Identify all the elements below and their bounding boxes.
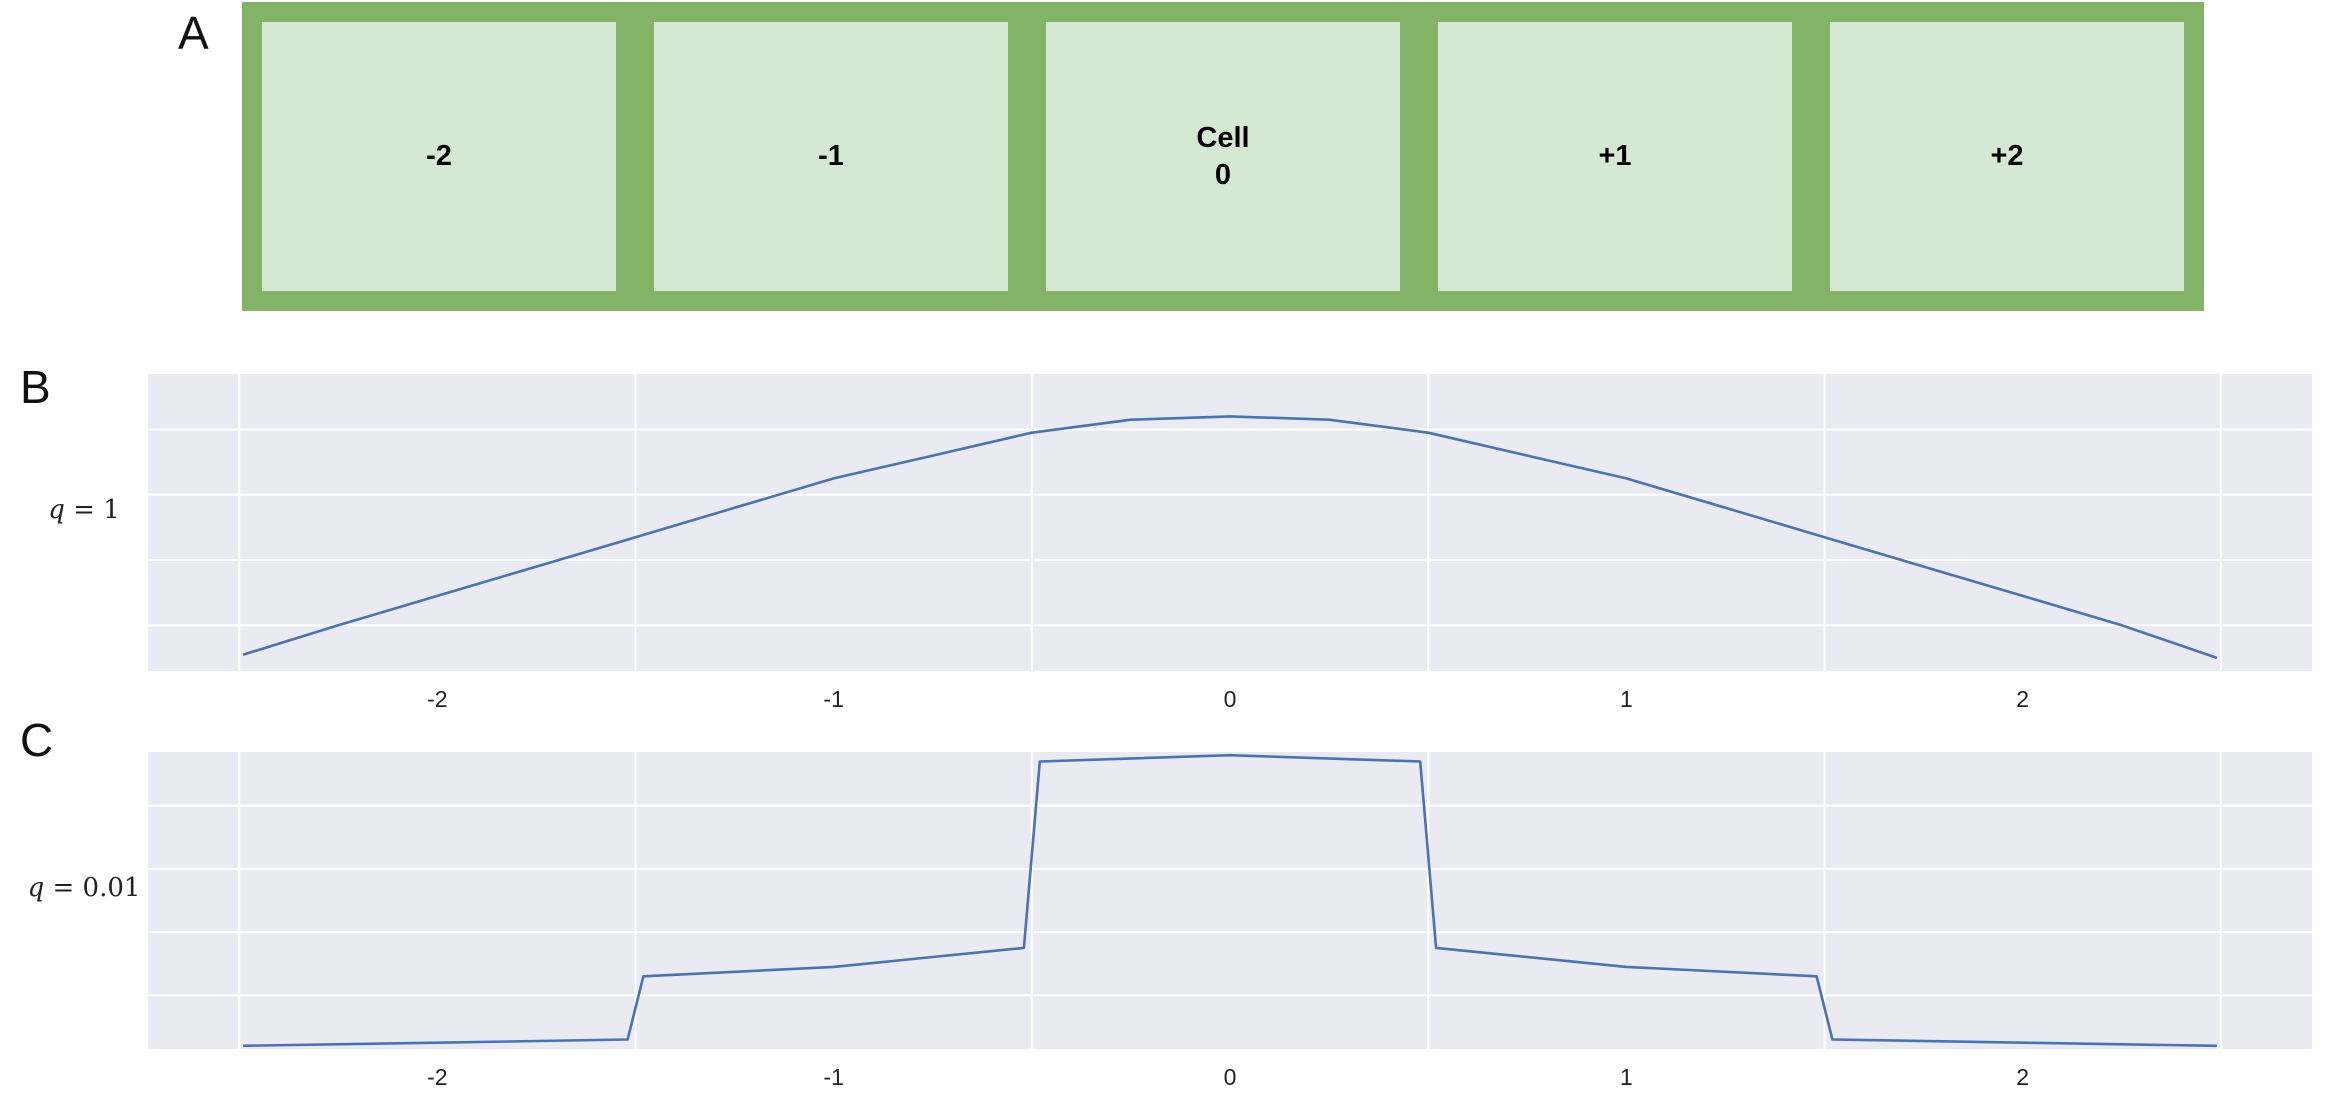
x-tick-label: 0: [1224, 686, 1237, 712]
cell-minus-1: -1: [634, 2, 1028, 311]
row-label-var: q: [48, 495, 65, 525]
row-label: q = 1: [48, 495, 120, 525]
x-tick-label: 1: [1620, 1064, 1633, 1090]
cell-strip: -2 -1 Cell 0 +1 +2: [242, 2, 2204, 311]
panel-letter-a: A: [178, 7, 209, 59]
row-label-value: = 0.01: [44, 873, 140, 903]
cell-label: -2: [426, 140, 452, 172]
plot-area: [148, 752, 2312, 1049]
panel-letter-c: C: [20, 714, 54, 766]
cell-0: Cell 0: [1026, 2, 1420, 311]
row-label-var: q: [28, 873, 45, 903]
x-tick-label: -1: [823, 1064, 843, 1090]
chart-b: -2 -1 0 1 2 q = 1: [48, 374, 2312, 712]
cell-plus-1: +1: [1418, 2, 1812, 311]
x-tick-label: 0: [1224, 1064, 1237, 1090]
cell-minus-2: -2: [242, 2, 636, 311]
cell-label: -1: [818, 140, 844, 172]
cell-label: +1: [1598, 140, 1632, 172]
row-label: q = 0.01: [28, 873, 141, 903]
chart-c: -2 -1 0 1 2 q = 0.01: [28, 752, 2312, 1090]
x-tick-label: 2: [2016, 686, 2029, 712]
plot-area: [148, 374, 2312, 671]
x-tick-label: 2: [2016, 1064, 2029, 1090]
panel-letter-b: B: [20, 361, 51, 413]
cell-label: +2: [1990, 140, 2024, 172]
row-label-value: = 1: [65, 495, 120, 525]
x-tick-label: -2: [427, 686, 447, 712]
series-line: [243, 753, 2217, 1048]
series-line: [242, 415, 2218, 660]
cell-label: Cell 0: [1196, 121, 1250, 191]
cell-plus-2: +2: [1810, 2, 2204, 311]
x-tick-label: -2: [427, 1064, 447, 1090]
x-tick-label: 1: [1620, 686, 1633, 712]
x-tick-label: -1: [823, 686, 843, 712]
